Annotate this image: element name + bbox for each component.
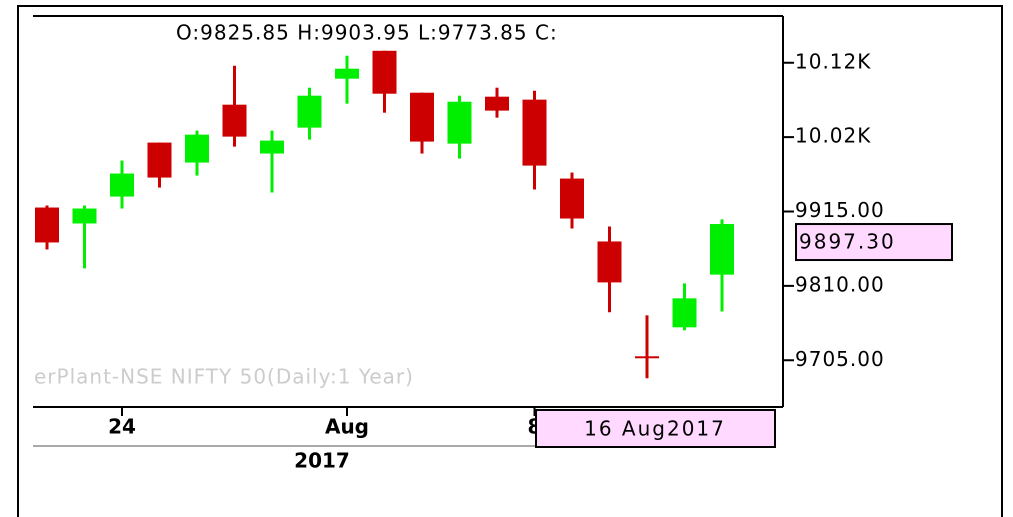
candle-body [560, 178, 584, 219]
candle-body [635, 356, 659, 359]
candle-body [335, 68, 359, 79]
x-tick-label: 24 [108, 415, 136, 439]
last-price-label: 9897.30 [799, 230, 896, 254]
y-tick-label: 10.02K [795, 124, 871, 148]
watermark: erPlant-NSE NIFTY 50(Daily:1 Year) [34, 365, 414, 389]
crosshair-label: 16 Aug2017 [584, 417, 726, 441]
candle-body [222, 104, 247, 137]
last-price-box [795, 223, 953, 262]
candle-body [447, 101, 472, 144]
candle-body [710, 224, 734, 275]
ohlc-header: O:9825.85 H:9903.95 L:9773.85 C: [176, 21, 558, 45]
candle-body [35, 207, 59, 243]
frame [17, 5, 1003, 517]
x-tick-label: Aug [325, 415, 369, 439]
candle-body [110, 173, 134, 197]
candle-body [485, 96, 509, 111]
candle-body [372, 50, 397, 94]
candle-body [147, 142, 172, 178]
candle-body [260, 140, 284, 154]
year-label: 2017 [294, 449, 350, 473]
candle-body [597, 241, 622, 283]
candle-body [297, 95, 322, 128]
candle-body [410, 92, 434, 142]
candle-body [522, 99, 547, 166]
y-tick-label: 9705.00 [795, 347, 885, 371]
y-tick-label: 9810.00 [795, 272, 885, 296]
y-tick-label: 9915.00 [795, 198, 885, 222]
y-tick-label: 10.12K [795, 49, 871, 73]
candle-body [672, 298, 697, 328]
candle-body [72, 208, 97, 224]
crosshair-label-box [535, 409, 776, 448]
candle-body [185, 134, 209, 163]
